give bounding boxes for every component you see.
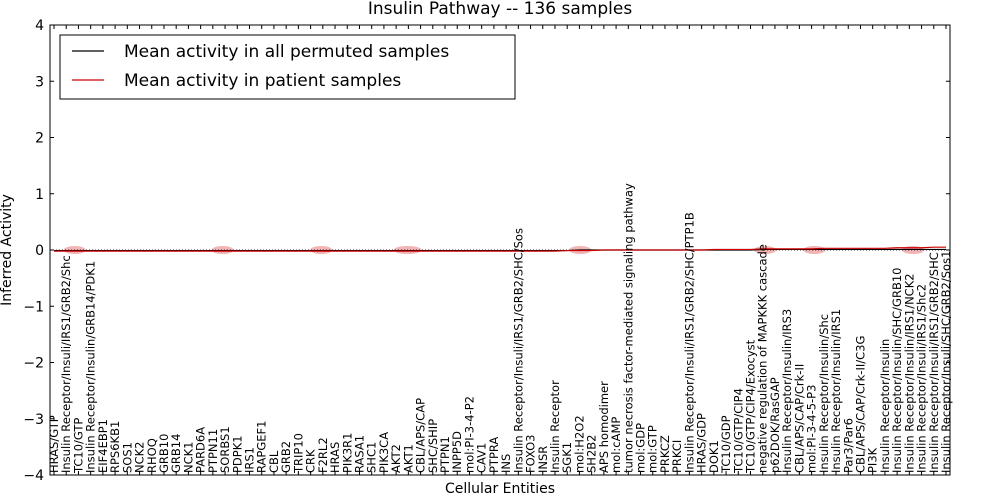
chart-legend: Mean activity in all permuted samples Me… bbox=[59, 34, 516, 100]
x-category-label: mol:H2O2 bbox=[572, 415, 586, 473]
x-category-label: Insulin Receptor/Insuli/SHC/GRB2/Sos1 bbox=[939, 251, 953, 473]
x-category-label: CBL/APS/CAP/Crk-II/C3G bbox=[853, 336, 867, 473]
x-category-label: Insulin Receptor/Insulin/IRS1/NCK2 bbox=[902, 273, 916, 473]
x-category-label: CBL bbox=[267, 450, 281, 473]
x-category-label: TC10/GTP/CIP4 bbox=[731, 388, 745, 474]
y-axis-label: Inferred Activity bbox=[0, 194, 15, 306]
x-category-label: INS bbox=[499, 454, 513, 473]
y-axis: 4 3 2 1 0 −1 −2 −3 −4 bbox=[23, 18, 950, 484]
x-category-label: Insulin Receptor/Insuli/IRS1/Shc2 bbox=[915, 284, 929, 473]
x-category-label: SHC/SHIP bbox=[426, 419, 440, 473]
x-category-label: PARD6A bbox=[194, 427, 208, 473]
x-category-label: CBL/APS/CAP/Crk-II bbox=[792, 364, 806, 473]
x-category-label: PDPK1 bbox=[230, 435, 244, 473]
x-category-label: RASA1 bbox=[352, 435, 366, 473]
x-category-label: GRB10 bbox=[157, 434, 171, 473]
x-category-label: TRIP10 bbox=[291, 433, 305, 474]
x-category-label: CAV1 bbox=[475, 443, 489, 473]
x-category-label: INPP5D bbox=[450, 431, 464, 473]
x-category-label: Insulin Receptor/Insuli/IRS1/GRB2/SHC bbox=[927, 252, 941, 473]
x-category-label: PTPN11 bbox=[206, 429, 220, 473]
y-tick-label: 3 bbox=[35, 74, 44, 90]
y-tick-label: −1 bbox=[23, 299, 44, 315]
x-category-label: mol:GDP bbox=[634, 423, 648, 473]
x-category-label: AKT2 bbox=[389, 444, 403, 473]
x-category-label: Insulin Receptor/Insulin/SHC/GRB10 bbox=[890, 268, 904, 473]
y-tick-label: 4 bbox=[35, 18, 44, 34]
x-category-label: SHC1 bbox=[365, 442, 379, 473]
x-category-label: PIK3CA bbox=[377, 432, 391, 473]
series-line-patient bbox=[54, 246, 946, 252]
x-category-label: Insulin Receptor/Insulin/GRB14/PDK1 bbox=[84, 261, 98, 473]
x-category-label: Insulin Receptor/Insulin/Shc bbox=[817, 314, 831, 473]
x-category-label: Insulin Receptor/Insulin/IRS3 bbox=[780, 309, 794, 473]
x-category-label: GRB2 bbox=[279, 441, 293, 473]
legend-label-permuted: Mean activity in all permuted samples bbox=[124, 42, 449, 62]
x-category-label: SH2B2 bbox=[585, 435, 599, 473]
y-tick-label: −3 bbox=[23, 412, 44, 428]
y-tick-label: 2 bbox=[35, 131, 44, 147]
x-category-label: RHOQ bbox=[145, 438, 159, 473]
x-category-label: Insulin Receptor bbox=[548, 380, 562, 473]
y-tick-label: −4 bbox=[23, 468, 44, 484]
x-category-label: NCK2 bbox=[133, 442, 147, 474]
x-category-label: SGK1 bbox=[560, 442, 574, 473]
x-category-label: Insulin Receptor/Insuli/IRS1/GRB2/SHC/PT… bbox=[682, 212, 696, 473]
x-category-label: Insulin Receptor/Insulin/IRS1 bbox=[829, 309, 843, 473]
x-category-label: DOK1 bbox=[707, 440, 721, 473]
x-category-label: FOXO3 bbox=[524, 435, 538, 473]
x-category-label: Insulin Receptor/Insuli/IRS1/GRB2/SHC/So… bbox=[511, 228, 525, 473]
x-category-label: PI3K bbox=[866, 447, 880, 473]
x-category-label: APS homodimer bbox=[597, 381, 611, 473]
x-category-label: PTPN1 bbox=[438, 436, 452, 473]
x-category-label: HRAS bbox=[328, 442, 342, 473]
x-category-label: NCK1 bbox=[181, 442, 195, 474]
x-category-label: AKT1 bbox=[401, 444, 415, 473]
x-category-label: PRKCZ bbox=[658, 435, 672, 473]
chart-title: Insulin Pathway -- 136 samples bbox=[368, 0, 633, 19]
x-category-label: mol:PI-3-4-5-P3 bbox=[805, 385, 819, 473]
legend-label-patient: Mean activity in patient samples bbox=[124, 71, 401, 91]
x-category-label: Insulin Receptor/Insulin bbox=[878, 339, 892, 473]
x-category-label: TC10/GDP bbox=[719, 415, 733, 474]
x-axis-label: Cellular Entities bbox=[445, 481, 555, 497]
x-category-label: PRKCI bbox=[670, 440, 684, 473]
x-category-label: SORBS1 bbox=[218, 426, 232, 473]
y-tick-label: 0 bbox=[35, 243, 44, 259]
x-category-label: CRK bbox=[304, 449, 318, 473]
y-tick-label: −2 bbox=[23, 356, 44, 372]
x-category-label: IRS1 bbox=[243, 447, 257, 473]
x-category-label: RPS6KB1 bbox=[108, 421, 122, 473]
x-category-label: Par3/Par6 bbox=[841, 418, 855, 473]
x-category-label: EIF4EBP1 bbox=[96, 419, 110, 473]
x-category-label: Insulin Receptor/Insuli/IRS1/GRB2/Shc bbox=[59, 255, 73, 473]
x-category-label: p62DOK/RasGAP bbox=[768, 377, 782, 473]
x-category-label: SOS1 bbox=[120, 442, 134, 473]
x-category-label: INSR bbox=[536, 446, 550, 473]
x-category-label: TC10/GTP bbox=[71, 418, 85, 474]
x-category-label: mol:cAMP bbox=[609, 417, 623, 473]
y-tick-label: 1 bbox=[35, 187, 44, 203]
x-category-label: negative regulation of MAPKKK cascade bbox=[756, 244, 770, 473]
legend-box bbox=[59, 34, 516, 100]
x-category-label: F2RL2 bbox=[316, 437, 330, 473]
x-category-label: GRB14 bbox=[169, 434, 183, 473]
x-category-label: CBL/APS/CAP bbox=[414, 398, 428, 473]
x-category-label: HRAS/GDP bbox=[695, 413, 709, 473]
x-category-label: TC10/GTP/CIP4/Exocyst bbox=[743, 339, 757, 474]
x-category-label: tumor necrosis factor-mediated signaling… bbox=[621, 183, 635, 473]
x-category-label: mol:PI-3-4-P2 bbox=[462, 396, 476, 473]
x-category-label: mol:GTP bbox=[646, 425, 660, 473]
x-category-label: PTPRA bbox=[487, 437, 501, 473]
x-category-label: RAPGEF1 bbox=[255, 421, 269, 473]
x-category-label: PIK3R1 bbox=[340, 433, 354, 474]
x-category-label: HRAS/GTP bbox=[47, 415, 61, 473]
